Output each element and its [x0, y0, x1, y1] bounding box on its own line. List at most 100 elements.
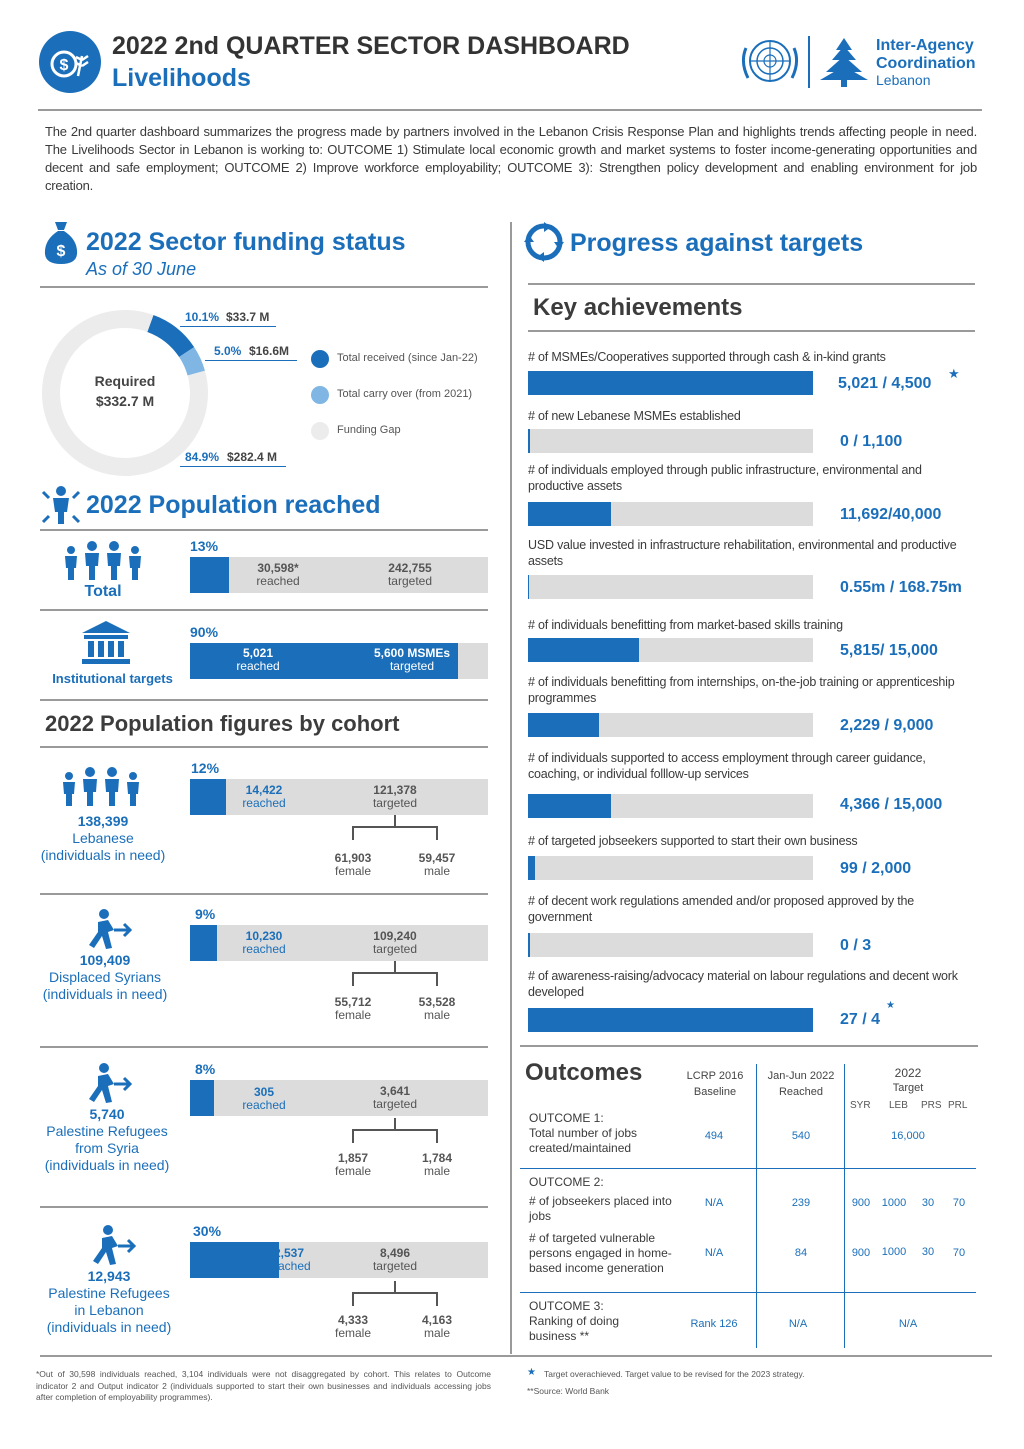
outcome2a-reached: 239	[791, 1197, 811, 1209]
ka-star-10: ★	[886, 1000, 895, 1011]
total-progress-bar	[190, 557, 488, 593]
total-reached-value: 30,598*	[257, 561, 299, 575]
total-pct: 13%	[190, 538, 219, 554]
ka-fill-6	[528, 713, 600, 737]
logo-divider	[808, 36, 810, 88]
ka-bar-4	[528, 575, 813, 599]
prl-progress-bar	[190, 1242, 488, 1278]
prs-people-icon	[86, 1062, 134, 1104]
ka-value-6: 2,229 / 9,000	[840, 717, 934, 734]
syrians-female-word: female	[334, 1008, 372, 1022]
institutional-pct: 90%	[190, 624, 219, 640]
syrians-male: 53,528 male	[406, 996, 468, 1022]
col-target-header: 2022 Target	[846, 1066, 970, 1096]
ka-star-1: ★	[948, 366, 960, 381]
sub-leb: LEB	[889, 1100, 908, 1111]
prs-reached-value: 305	[253, 1085, 275, 1099]
syrians-targeted: 109,240 targeted	[355, 930, 435, 956]
total-divider	[40, 609, 488, 611]
legend-carryover-label: Total carry over (from 2021)	[337, 388, 473, 400]
lebanese-targeted: 121,378 targeted	[355, 784, 435, 810]
total-reached-word: reached	[256, 574, 300, 588]
syrians-targeted-value: 109,240	[373, 929, 417, 943]
outcome3-target: N/A	[898, 1318, 918, 1330]
ka-label-9: # of decent work regulations amended and…	[528, 894, 914, 924]
prs-pct: 8%	[195, 1061, 216, 1077]
prs-male-word: male	[423, 1164, 450, 1178]
livelihoods-logo-icon: $	[38, 30, 102, 94]
lebanese-female-value: 61,903	[334, 851, 372, 865]
total-label: Total	[84, 583, 122, 600]
outcome3-baseline: Rank 126	[690, 1318, 738, 1330]
prs-targeted-word: targeted	[372, 1097, 418, 1111]
syrians-female-value: 55,712	[334, 995, 372, 1009]
prl-progress-fill	[190, 1242, 280, 1278]
col-baseline-header: LCRP 2016 Baseline	[672, 1068, 758, 1100]
key-achievements-divider	[528, 330, 975, 332]
syrians-split-bar	[352, 972, 438, 974]
lebanese-pct: 12%	[191, 760, 220, 776]
syrians-male-value: 53,528	[418, 995, 456, 1009]
syrians-targeted-word: targeted	[372, 942, 418, 956]
money-bag-icon: $	[42, 220, 80, 266]
prs-male: 1,784 male	[406, 1152, 468, 1178]
ka-value-5: 5,815/ 15,000	[840, 642, 938, 659]
outcome2a-text: # of jobseekers placed into jobs	[529, 1194, 672, 1223]
syrians-pct: 9%	[195, 906, 216, 922]
syrians-name-line1: Displaced Syrians	[48, 969, 162, 985]
population-title: 2022 Population reached	[86, 491, 381, 519]
institutional-targeted-word: targeted	[389, 659, 435, 673]
outcomes-vline-1	[756, 1064, 757, 1348]
ka-label-4: USD value invested in infrastructure reh…	[528, 538, 957, 568]
prs-targeted: 3,641 targeted	[355, 1085, 435, 1111]
prs-reached: 305 reached	[224, 1086, 304, 1112]
ka-value-1: 5,021 / 4,500	[838, 375, 932, 392]
syrians-split-right	[436, 972, 438, 986]
outcomes-title: Outcomes	[525, 1059, 643, 1086]
population-divider	[40, 529, 488, 531]
funding-divider	[40, 286, 488, 288]
outcome2a-target-prs: 30	[921, 1197, 935, 1209]
outcome3-reached: N/A	[788, 1318, 808, 1330]
footnote-star-text: Target overachieved. Target value to be …	[544, 1369, 805, 1379]
prl-reached-value: 2,537	[273, 1246, 305, 1260]
ka-fill-4	[528, 575, 530, 599]
outcome2a-baseline: N/A	[704, 1197, 724, 1209]
donut-received-slice	[146, 315, 195, 358]
ka-label-6: # of individuals benefitting from intern…	[528, 675, 955, 705]
outcome2a-target-leb: 1000	[881, 1197, 907, 1209]
lebanese-reached: 14,422 reached	[224, 784, 304, 810]
lebanese-male-word: male	[423, 864, 450, 878]
carryover-value: $16.6M	[249, 344, 290, 358]
prl-count: 12,943	[87, 1268, 131, 1284]
lebanese-split-right	[436, 826, 438, 840]
syrians-male-word: male	[423, 1008, 450, 1022]
ka-value-3: 11,692/40,000	[840, 506, 942, 523]
sub-prs: PRS	[921, 1100, 942, 1111]
prs-progress-bar	[190, 1080, 488, 1116]
syrians-cohort-name: 109,409 Displaced Syrians (individuals i…	[30, 952, 180, 1003]
outcome2a-target-prl: 70	[952, 1197, 966, 1209]
prl-split-bar	[352, 1292, 438, 1294]
prl-pct: 30%	[193, 1223, 222, 1239]
cohort-title-divider	[40, 746, 488, 748]
ka-bar-6	[528, 713, 813, 737]
outcome2a-target-syr: 900	[851, 1197, 871, 1209]
ka-fill-7	[528, 794, 611, 818]
ka-label-10: # of awareness-raising/advocacy material…	[528, 969, 958, 999]
prs-female: 1,857 female	[322, 1152, 384, 1178]
ka-bar-5	[528, 638, 813, 662]
total-targeted-value: 242,755	[388, 561, 432, 575]
prl-split-right	[436, 1292, 438, 1306]
received-value: $33.7 M	[226, 310, 270, 324]
syrians-split-stem	[394, 961, 396, 973]
institutional-divider	[40, 699, 488, 701]
lebanese-divider	[40, 893, 488, 895]
syrians-reached-value: 10,230	[245, 929, 283, 943]
cedar-tree-icon	[818, 36, 870, 88]
prs-split-left	[352, 1129, 354, 1143]
syrians-name-line2: (individuals in need)	[42, 986, 168, 1002]
progress-cycle-icon	[524, 222, 564, 262]
lebanese-cohort-name: 138,399 Lebanese (individuals in need)	[30, 813, 176, 864]
page-title: 2022 2nd QUARTER SECTOR DASHBOARD	[112, 32, 630, 60]
